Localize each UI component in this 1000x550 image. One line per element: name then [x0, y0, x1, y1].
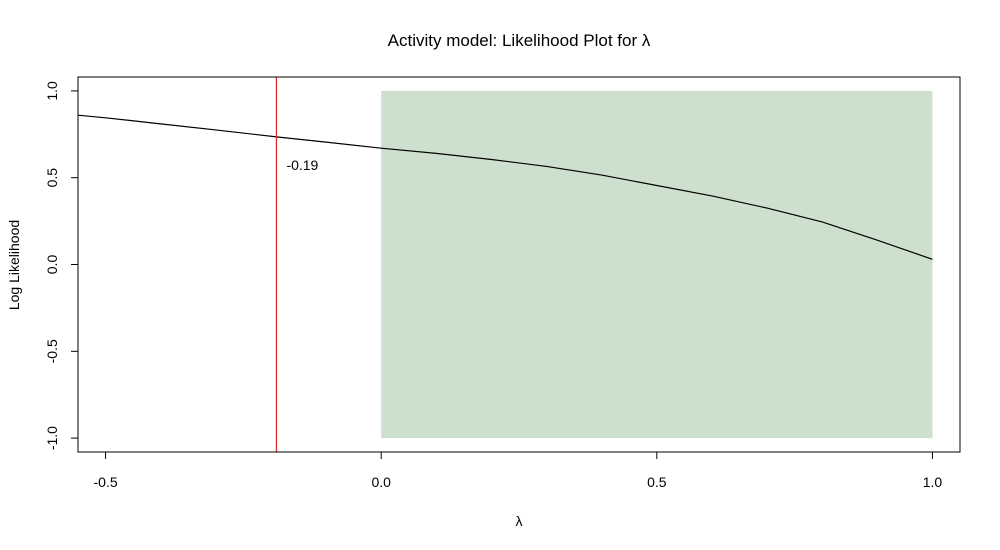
y-tick-label: 0.0	[44, 255, 60, 275]
vline-label: -0.19	[286, 157, 318, 173]
y-tick-label: 1.0	[44, 81, 60, 101]
x-axis-label: λ	[516, 513, 523, 529]
x-tick-label: 0.5	[647, 474, 667, 490]
y-axis-label: Log Likelihood	[6, 220, 22, 310]
plot-area: -0.19 -0.5 0.0 0.5 1.0 -1.0 -0.5 0.0 0.5 1.0	[44, 76, 961, 490]
shaded-region	[381, 90, 933, 439]
x-tick-label: -0.5	[94, 474, 118, 490]
y-tick-label: 0.5	[44, 168, 60, 188]
x-tick-label: 1.0	[923, 474, 943, 490]
y-tick-label: -1.0	[44, 426, 60, 450]
y-tick-label: -0.5	[44, 339, 60, 363]
x-tick-label: 0.0	[371, 474, 391, 490]
chart-title: Activity model: Likelihood Plot for λ	[388, 31, 651, 50]
likelihood-curve-0	[77, 114, 933, 260]
